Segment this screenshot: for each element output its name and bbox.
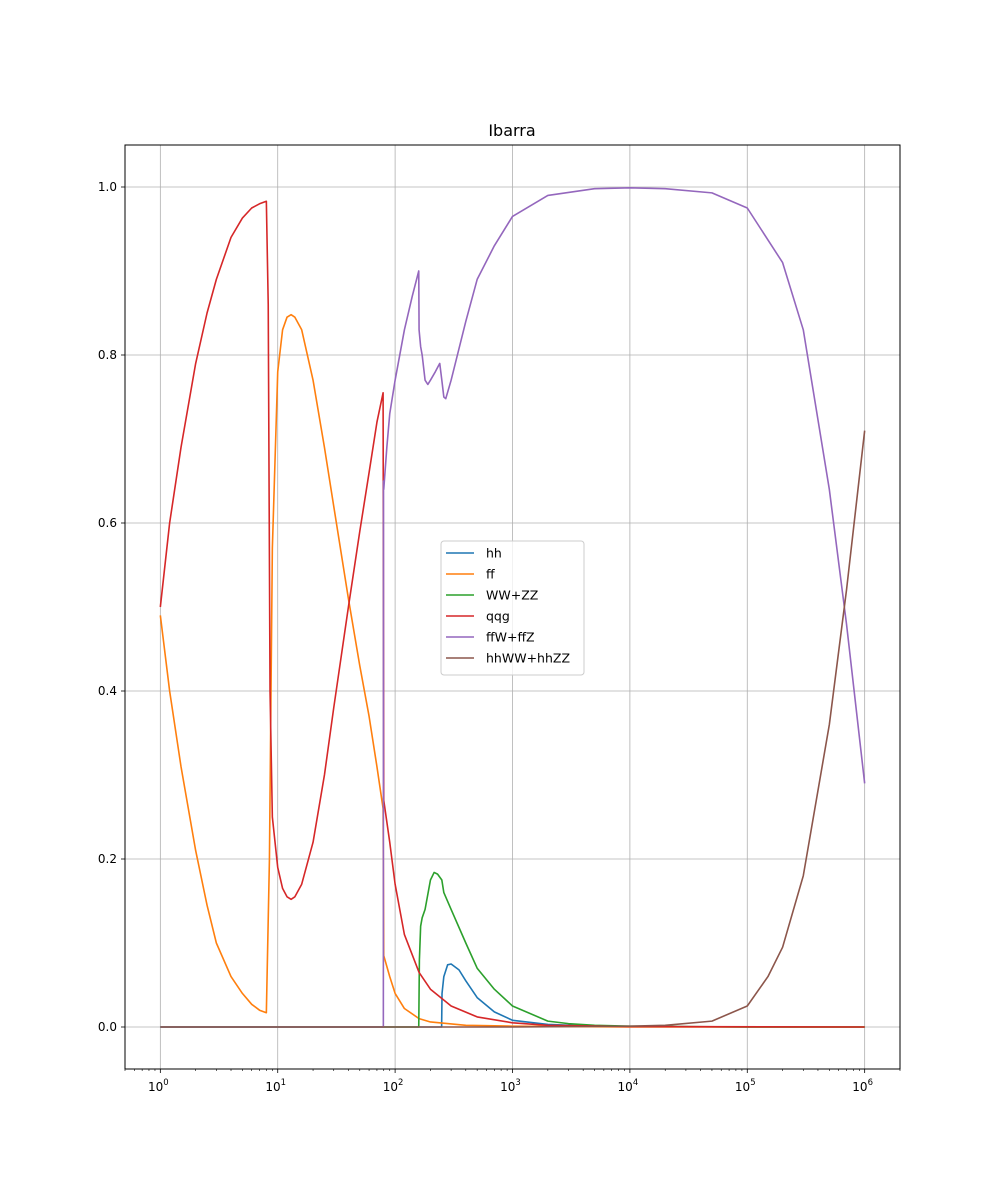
x-tick-label: 102 [383,1078,404,1094]
legend-box [440,540,585,676]
legend-label: hh [486,546,502,561]
legend-label: hhWW+hhZZ [486,651,570,666]
x-tick-label: 105 [735,1078,756,1094]
legend: hh ff WW+ZZ qqg ffW+ffZ hhWW+hhZZ [440,540,585,676]
axis-ticks: 100 101 102 103 104 105 106 0.0 0.2 0.4 0.6 0.8 1.0 [98,180,901,1094]
legend-label: WW+ZZ [486,588,538,603]
series-line-3 [159,200,865,1028]
y-tick-label: 1.0 [98,180,117,194]
legend-label: qqg [486,609,510,624]
x-tick-label: 100 [148,1078,169,1094]
chart-title: Ibarra [488,121,535,140]
series-line-1 [159,313,865,1028]
y-tick-label: 0.8 [98,348,117,362]
series-line-4 [160,187,866,1028]
y-tick-label: 0.2 [98,852,117,866]
legend-label: ffW+ffZ [486,630,535,645]
y-tick-label: 0.4 [98,684,117,698]
x-tick-label: 101 [265,1078,286,1094]
x-tick-label: 106 [852,1078,873,1094]
x-tick-label: 103 [500,1078,521,1094]
y-tick-label: 0.6 [98,516,117,530]
series-lines [159,187,866,1028]
x-tick-label: 104 [618,1078,639,1094]
legend-label: ff [486,567,495,582]
series-line-5 [160,430,866,1028]
y-tick-label: 0.0 [98,1020,117,1034]
